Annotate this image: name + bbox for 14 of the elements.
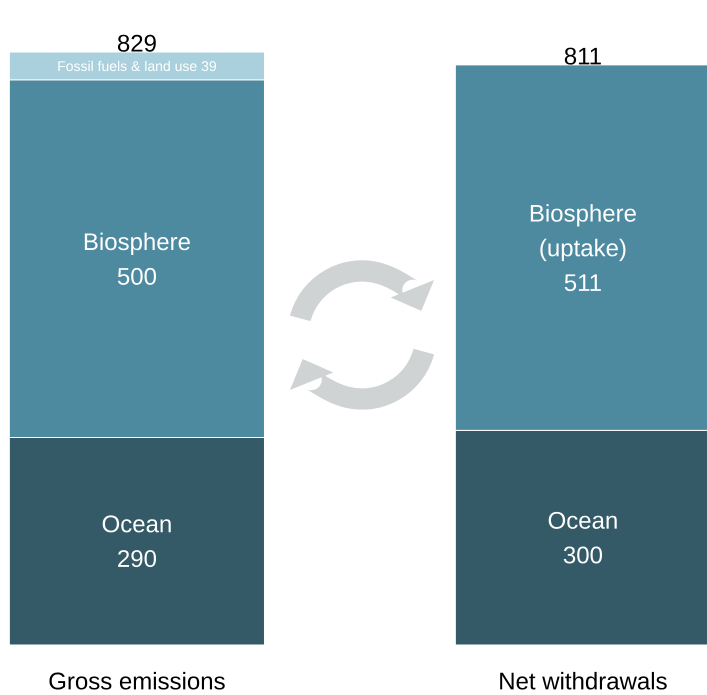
total-label: 829 (118, 34, 156, 52)
text: Ocean (548, 512, 617, 529)
data-label: 500 (118, 268, 156, 285)
data-label: 511 (564, 274, 601, 292)
series-label: Biosphere (uptake) (530, 204, 636, 262)
x-tick-label: Net withdrawals (500, 672, 667, 690)
data-label: 300 (564, 546, 602, 564)
data-label: 290 (118, 550, 156, 568)
x-tick-label: Gross emissions (49, 672, 225, 690)
total-label: 811 (564, 48, 601, 65)
series-label: Ocean (102, 515, 171, 532)
data-label: 39 (202, 61, 216, 72)
series-label: Biosphere (84, 232, 190, 255)
series-label: Fossil fuels & land use (58, 60, 197, 72)
